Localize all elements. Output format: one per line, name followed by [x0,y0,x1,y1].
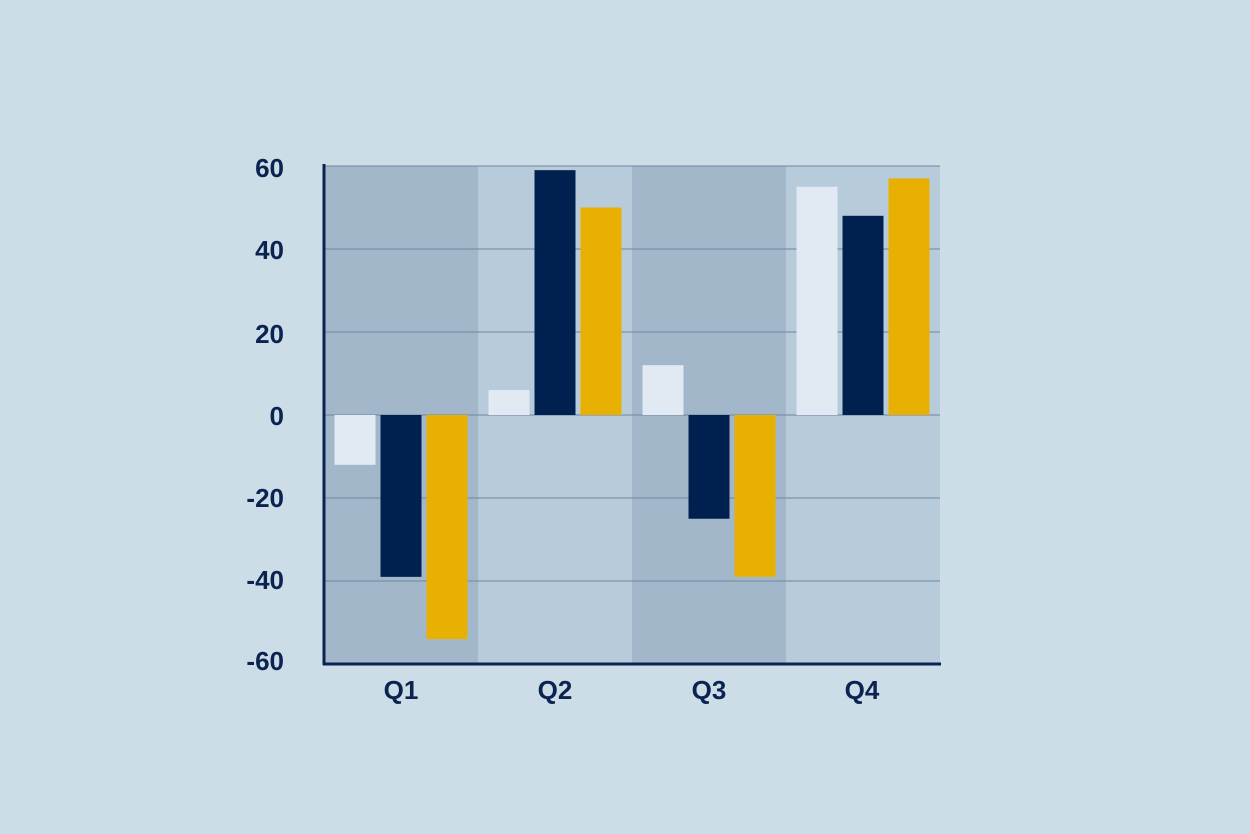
y-tick-label: -60 [246,646,284,676]
bar-q1-series-1 [334,415,376,465]
bar-q3-series-2 [688,415,730,519]
x-tick-labels: Q1 Q2 Q3 Q4 [384,675,880,705]
bar-q1-series-3 [426,415,468,640]
bars [334,170,930,640]
bar-q1-series-2 [380,415,422,577]
bar-q3-series-1 [642,365,684,415]
x-tick-label: Q3 [692,675,727,705]
axes [322,164,941,666]
bar-q4-series-1 [796,186,838,415]
bar-q3-series-3 [734,415,776,577]
bar-q2-series-1 [488,390,530,415]
bar-q2-series-3 [580,207,622,415]
x-tick-label: Q2 [538,675,573,705]
y-tick-label: -20 [246,483,284,513]
x-tick-label: Q4 [845,675,880,705]
y-tick-label: 20 [255,319,284,349]
y-tick-label: -40 [246,565,284,595]
bar-q4-series-3 [888,178,930,415]
y-tick-label: 40 [255,235,284,265]
y-tick-label: 60 [255,153,284,183]
bar-q2-series-2 [534,170,576,415]
x-tick-label: Q1 [384,675,419,705]
y-tick-labels: 60 40 20 0 -20 -40 -60 [246,153,284,676]
y-tick-label: 0 [270,401,284,431]
bar-q4-series-2 [842,215,884,415]
